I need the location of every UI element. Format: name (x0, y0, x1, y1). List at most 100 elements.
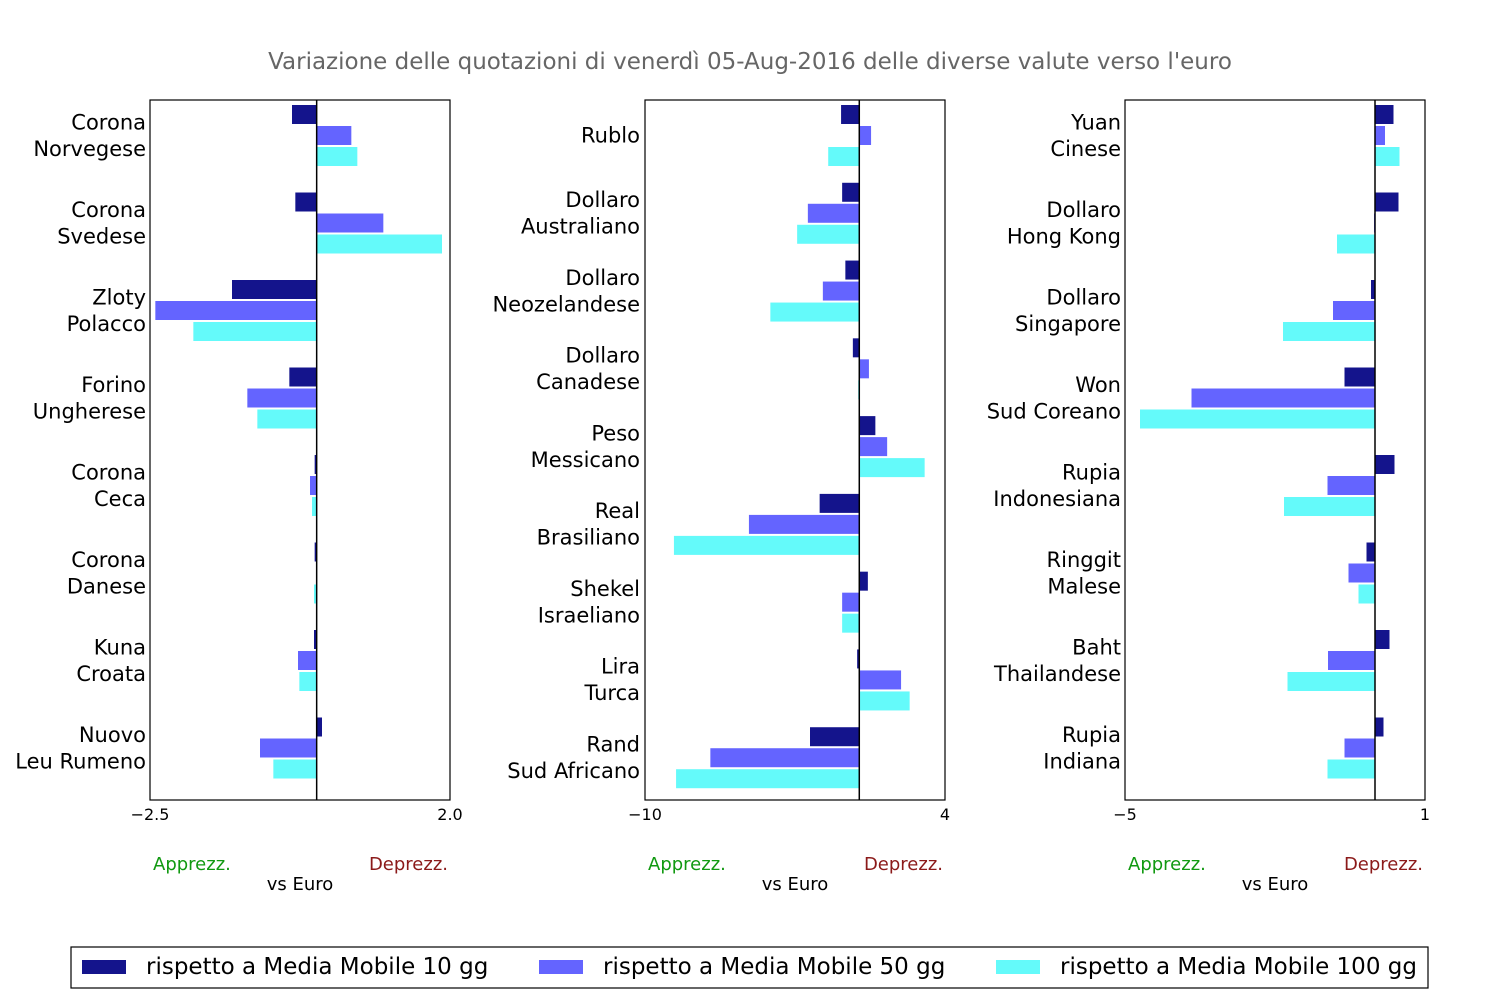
category-label: Peso (591, 421, 640, 445)
category-label: Neozelandese (492, 292, 640, 316)
bar-ma10 (841, 105, 860, 124)
category-label: Yuan (1070, 110, 1121, 134)
bar-ma50 (316, 126, 352, 145)
category-label: Rupia (1062, 460, 1121, 484)
category-label: Croata (76, 662, 146, 686)
category-label: Ceca (94, 487, 146, 511)
category-label: Brasiliano (537, 526, 640, 550)
bar-ma10 (316, 717, 322, 737)
depreciation-label: Deprezz. (1344, 854, 1423, 875)
category-label: Norvegese (33, 137, 146, 161)
bar-ma10 (289, 367, 317, 387)
bar-ma50 (298, 651, 317, 670)
bar-ma50 (1191, 388, 1375, 408)
x-tick-label: 1 (1420, 805, 1430, 824)
bar-ma10 (1375, 717, 1384, 737)
category-label: Singapore (1015, 312, 1121, 336)
category-label: Leu Rumeno (15, 749, 146, 773)
x-axis-label: vs Euro (267, 874, 334, 895)
legend-swatch-ma50 (539, 960, 583, 974)
bar-ma50 (859, 359, 869, 379)
category-label: Hong Kong (1007, 224, 1121, 248)
category-label: Thailandese (993, 662, 1121, 686)
bar-ma50 (247, 388, 317, 408)
bar-ma100 (316, 147, 358, 166)
category-label: Shekel (570, 577, 640, 601)
legend-entry-ma50: rispetto a Media Mobile 50 gg (603, 954, 945, 980)
category-label: Real (595, 499, 640, 523)
category-label: Indiana (1043, 749, 1121, 773)
category-label: Dollaro (1046, 285, 1121, 309)
bar-ma100 (312, 497, 317, 516)
category-label: Forino (81, 373, 146, 397)
plot-frame (644, 99, 946, 801)
category-label: Malese (1047, 574, 1121, 598)
category-label: Rand (586, 732, 640, 756)
bar-ma10 (1375, 192, 1399, 212)
category-label: Canadese (536, 370, 640, 394)
bar-ma10 (810, 727, 860, 747)
panel-1: CoronaNorvegeseCoronaSvedeseZlotyPolacco… (15, 99, 463, 895)
x-tick-label: −2.5 (131, 805, 170, 824)
legend-entry-ma10: rispetto a Media Mobile 10 gg (146, 954, 488, 980)
bar-ma100 (1375, 147, 1400, 166)
category-label: Rublo (581, 124, 640, 148)
category-label: Kuna (94, 635, 146, 659)
bar-ma50 (1328, 651, 1375, 670)
bar-ma50 (710, 748, 860, 768)
category-label: Australiano (521, 215, 640, 239)
category-label: Sud Africano (507, 759, 640, 783)
bar-ma10 (314, 630, 317, 649)
bar-ma10 (1344, 367, 1375, 387)
bar-ma100 (859, 458, 925, 478)
bar-ma100 (828, 147, 860, 166)
category-label: Ungherese (33, 399, 146, 423)
bar-ma100 (797, 224, 860, 244)
legend-frame (70, 946, 1429, 989)
bar-ma50 (1375, 126, 1385, 145)
bar-ma10 (859, 416, 876, 436)
bar-ma10 (842, 182, 860, 202)
bar-ma50 (859, 126, 872, 145)
x-tick-label: −10 (628, 805, 662, 824)
bar-ma100 (299, 672, 317, 691)
category-label: Corona (71, 198, 146, 222)
bar-ma50 (748, 514, 860, 534)
category-label: Dollaro (565, 344, 640, 368)
plot-frame (1124, 99, 1426, 801)
appreciation-label: Apprezz. (648, 854, 726, 875)
appreciation-label: Apprezz. (1128, 854, 1206, 875)
bar-ma10 (845, 260, 860, 280)
bar-ma100 (1140, 409, 1375, 429)
category-label: Dollaro (565, 188, 640, 212)
category-label: Lira (601, 655, 640, 679)
bar-ma50 (310, 476, 317, 495)
bar-ma100 (859, 691, 910, 711)
bar-ma50 (807, 203, 860, 223)
x-tick-label: −5 (1113, 805, 1137, 824)
bar-ma100 (1358, 584, 1375, 604)
category-label: Polacco (67, 312, 146, 336)
bar-ma100 (673, 535, 860, 555)
bar-ma10 (314, 542, 317, 562)
bar-ma10 (232, 280, 317, 299)
appreciation-label: Apprezz. (153, 854, 231, 875)
legend-swatch-ma100 (996, 960, 1040, 974)
bar-ma50 (859, 670, 902, 690)
bar-ma100 (1337, 234, 1375, 254)
plot-frame (149, 99, 451, 801)
bar-ma50 (842, 592, 860, 612)
bar-ma100 (316, 234, 442, 254)
x-axis-label: vs Euro (1242, 874, 1309, 895)
category-label: Danese (67, 574, 146, 598)
depreciation-label: Deprezz. (369, 854, 448, 875)
bar-ma50 (1344, 738, 1375, 758)
bar-ma100 (1287, 672, 1375, 691)
bar-ma50 (155, 301, 317, 320)
category-label: Corona (71, 548, 146, 572)
bar-ma50 (1327, 476, 1375, 495)
bar-ma50 (260, 738, 317, 758)
category-label: Cinese (1050, 137, 1121, 161)
category-label: Israeliano (538, 603, 640, 627)
